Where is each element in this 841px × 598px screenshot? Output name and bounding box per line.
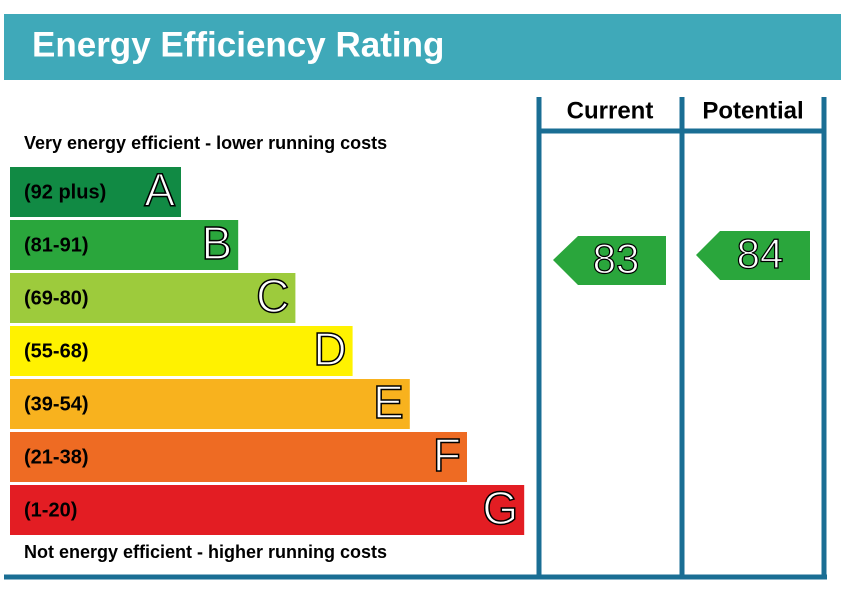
potential-arrow (696, 231, 810, 280)
band-range: (81-91) (24, 234, 88, 256)
band-bar (10, 273, 296, 323)
title-bar (4, 14, 841, 80)
band-letter: E (373, 376, 404, 428)
band-letter: C (256, 270, 289, 322)
column-header: Potential (702, 97, 803, 124)
band-letter: A (144, 164, 175, 216)
current-value: 83 (593, 235, 640, 282)
band-letter: F (433, 429, 461, 481)
frame (4, 97, 827, 580)
band-range: (39-54) (24, 393, 88, 415)
top-note: Very energy efficient - lower running co… (24, 133, 387, 153)
band-letter: D (313, 323, 346, 375)
band-range: (21-38) (24, 446, 88, 468)
band-bar (10, 167, 181, 217)
current-arrow (553, 236, 666, 285)
band-range: (69-80) (24, 287, 88, 309)
band-bar (10, 379, 410, 429)
bottom-note: Not energy efficient - higher running co… (24, 542, 387, 562)
column-header: Current (567, 97, 654, 124)
band-bar (10, 432, 467, 482)
band-bar (10, 485, 525, 535)
band-range: (92 plus) (24, 181, 106, 203)
potential-value: 84 (737, 230, 784, 277)
band-range: (1-20) (24, 499, 77, 521)
band-bar (10, 220, 239, 270)
band-letter: B (202, 217, 233, 269)
band-range: (55-68) (24, 340, 88, 362)
band-letter: G (482, 482, 518, 534)
band-bar (10, 326, 353, 376)
title: Energy Efficiency Rating (32, 25, 444, 64)
